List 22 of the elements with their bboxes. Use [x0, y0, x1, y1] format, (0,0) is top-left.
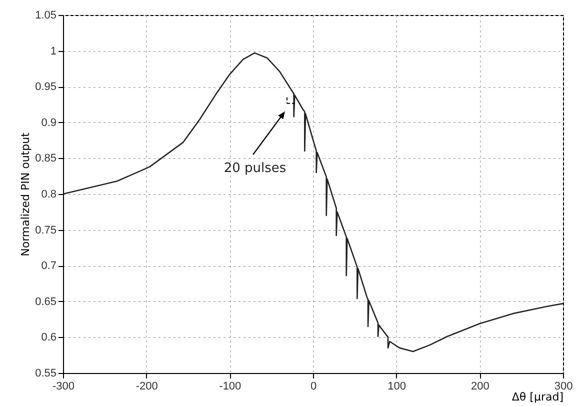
line-series	[62, 52, 564, 352]
y-tick-label: 0.8	[41, 188, 56, 200]
y-tick-label: 0.9	[41, 116, 56, 129]
x-tick-label: 200	[470, 380, 490, 392]
y-tick-label: 0.95	[35, 81, 56, 94]
y-axis-title: Normalized PIN output	[19, 132, 32, 256]
x-tick-label: 300	[554, 380, 573, 392]
y-tick-label: 0.75	[35, 224, 56, 236]
y-tick-label: 0.55	[35, 368, 56, 380]
y-tick-label: 0.85	[35, 152, 56, 165]
x-axis-title: Δθ [μrad]	[512, 390, 564, 404]
x-tick-label: -100	[219, 380, 242, 392]
annotation: 20 pulses	[224, 161, 286, 176]
x-tick-label: -300	[52, 380, 75, 392]
y-tick-label: 1	[50, 45, 56, 58]
y-tick-label: 1.05	[35, 10, 56, 22]
x-tick-label: 0	[310, 380, 317, 392]
x-tick-label: -200	[136, 380, 158, 392]
x-tick-label: 100	[388, 380, 406, 392]
y-tick-label: 0.65	[35, 296, 56, 308]
y-tick-label: 0.6	[41, 332, 56, 344]
y-tick-label: 0.7	[41, 260, 56, 272]
